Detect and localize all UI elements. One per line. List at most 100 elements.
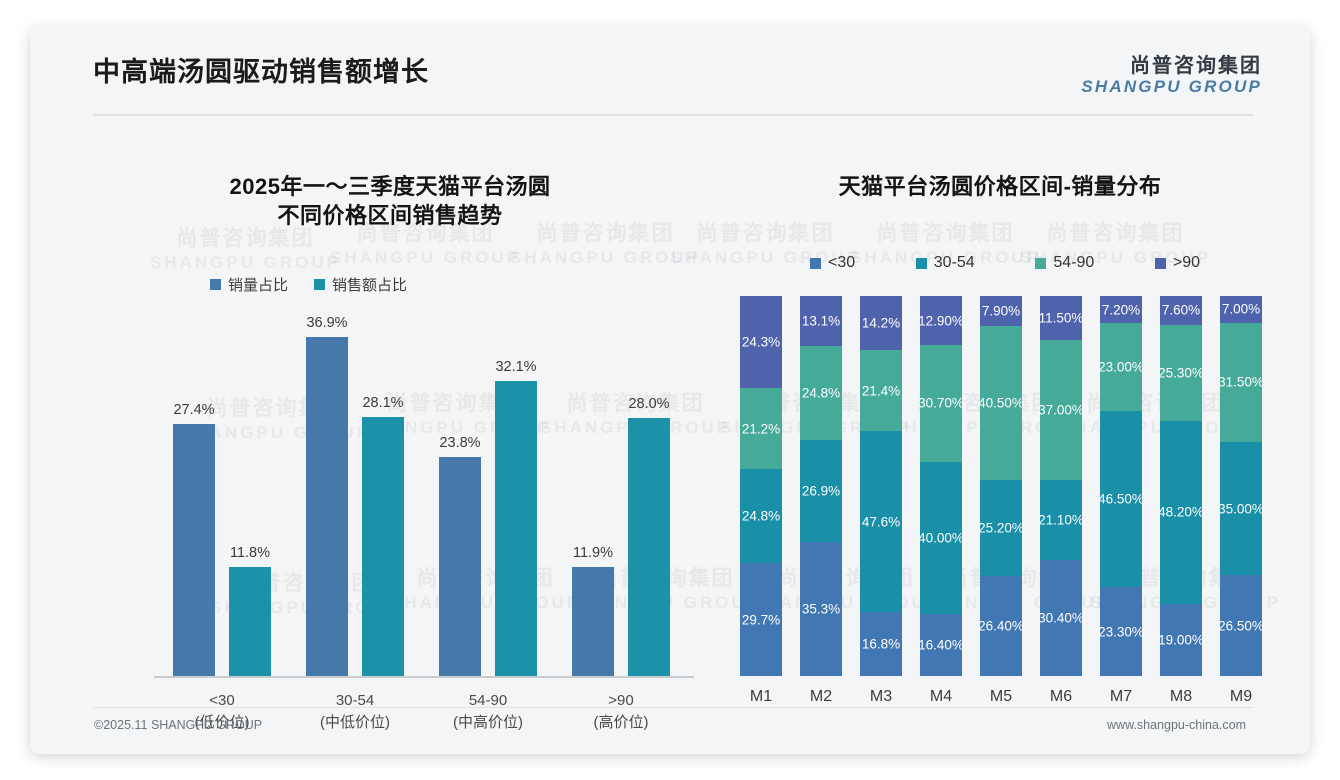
stack-segment[interactable]: 25.20%: [978, 479, 1024, 576]
stack-segment[interactable]: 30.40%: [1038, 560, 1084, 676]
bar-rect[interactable]: [572, 566, 614, 676]
stack-segment[interactable]: 48.20%: [1158, 420, 1204, 604]
stack-segment[interactable]: 46.50%: [1098, 410, 1144, 588]
stacked-bar-column[interactable]: 7.60% 25.30% 48.20% 19.00%: [1158, 296, 1204, 676]
stack-segment[interactable]: 35.00%: [1218, 442, 1264, 576]
left-chart-x-axis-line: [154, 676, 694, 678]
x-tick-sub: (低价位): [194, 713, 250, 731]
stack-segment[interactable]: 21.2%: [740, 388, 782, 469]
stack-segment[interactable]: 40.00%: [918, 461, 964, 614]
bar-column[interactable]: 36.9%: [306, 308, 348, 676]
stack-segment[interactable]: 13.1%: [800, 296, 842, 346]
stacked-bar-column[interactable]: 24.3% 21.2% 24.8% 29.7%: [740, 296, 782, 676]
bar-rect[interactable]: [439, 457, 481, 676]
logo-chinese-text: 尚普咨询集团: [1130, 55, 1262, 77]
stack-segment[interactable]: 11.50%: [1039, 296, 1083, 340]
stack-segment-label: 25.30%: [1158, 365, 1204, 381]
legend-item-right-2[interactable]: 54-90: [1035, 254, 1094, 272]
legend-item-left-0[interactable]: 销量占比: [210, 274, 288, 295]
stack-segment-label: 24.8%: [741, 508, 781, 524]
stack-segment[interactable]: 30.70%: [918, 345, 964, 462]
stacked-bar-column[interactable]: 14.2% 21.4% 47.6% 16.8%: [860, 296, 902, 676]
bar-rect[interactable]: [495, 380, 537, 676]
legend-item-right-1[interactable]: 30-54: [915, 254, 975, 272]
bar-rect[interactable]: [306, 336, 348, 676]
right-chart-plot-area: 24.3% 21.2% 24.8% 29.7% 13.1% 24.8% 26.9% 35.3%…: [726, 296, 1274, 676]
x-tick-sub: (高价位): [593, 713, 649, 731]
x-axis-tick-label: M7: [1109, 688, 1133, 705]
x-axis-tick-label: M8: [1169, 688, 1193, 705]
stacked-bar-column[interactable]: 7.90% 40.50% 25.20% 26.40%: [978, 296, 1024, 676]
stack-segment[interactable]: 23.00%: [1098, 323, 1144, 411]
stack-segment[interactable]: 35.3%: [800, 542, 842, 676]
stack-segment[interactable]: 7.90%: [980, 296, 1022, 327]
stacked-bar-column[interactable]: 7.20% 23.00% 46.50% 23.30%: [1098, 296, 1144, 676]
bar-rect[interactable]: [362, 417, 404, 676]
stack-segment[interactable]: 24.3%: [740, 296, 782, 389]
legend-item-right-0[interactable]: <30: [810, 254, 855, 272]
stacked-bar-column[interactable]: 12.90% 30.70% 40.00% 16.40%: [918, 296, 964, 676]
bar-column[interactable]: 11.8%: [229, 308, 271, 676]
stack-segment-label: 21.2%: [741, 421, 781, 437]
bar-column[interactable]: 27.4%: [173, 308, 215, 676]
stack-segment[interactable]: 26.50%: [1218, 575, 1264, 676]
bar-value-label: 27.4%: [173, 401, 215, 418]
stack-segment[interactable]: 40.50%: [978, 326, 1024, 480]
stack-segment[interactable]: 23.30%: [1098, 587, 1144, 676]
stack-segment[interactable]: 7.60%: [1160, 296, 1202, 325]
stack-segment[interactable]: 21.10%: [1038, 480, 1084, 561]
bar-column[interactable]: 28.1%: [362, 308, 404, 676]
bar-value-label: 28.0%: [628, 396, 670, 413]
stacked-bar-column[interactable]: 11.50% 37.00% 21.10% 30.40%: [1038, 296, 1084, 676]
x-tick-main: >90: [608, 692, 634, 709]
bar-rect[interactable]: [628, 418, 670, 676]
stack-segment[interactable]: 26.40%: [978, 575, 1024, 676]
stack-segment[interactable]: 16.8%: [860, 612, 902, 676]
x-axis-tick-label: <30 (低价位): [152, 690, 292, 734]
stack-segment[interactable]: 24.8%: [800, 345, 842, 440]
page-title: 中高端汤圆驱动销售额增长: [93, 57, 429, 87]
bar-column[interactable]: 11.9%: [572, 308, 614, 676]
stack-segment[interactable]: 24.8%: [740, 468, 782, 564]
x-axis-tick-label: 30-54 (中低价位): [285, 690, 425, 734]
stack-segment-label: 26.50%: [1218, 618, 1264, 634]
stack-segment[interactable]: 25.30%: [1158, 324, 1204, 421]
stack-segment-label: 26.9%: [801, 483, 841, 499]
footer-divider: [93, 707, 1253, 708]
stacked-bar-column[interactable]: 13.1% 24.8% 26.9% 35.3%: [800, 296, 842, 676]
legend-swatch-icon: [210, 279, 221, 290]
stack-segment-label: 16.40%: [918, 637, 964, 653]
stack-segment-label: 24.8%: [801, 385, 841, 401]
legend-swatch-icon: [915, 257, 927, 269]
bar-column[interactable]: 23.8%: [439, 308, 481, 676]
stack-segment[interactable]: 12.90%: [918, 296, 964, 346]
stack-segment[interactable]: 47.6%: [860, 431, 902, 613]
bar-group: 36.9% 28.1%: [297, 308, 413, 676]
stack-segment[interactable]: 19.00%: [1158, 603, 1204, 676]
stack-segment-label: 40.50%: [978, 395, 1024, 411]
left-chart-legend: 销量占比 销售额占比: [210, 274, 407, 295]
stack-segment[interactable]: 26.9%: [800, 439, 842, 542]
stack-segment[interactable]: 7.00%: [1220, 296, 1262, 323]
legend-item-left-1[interactable]: 销售额占比: [314, 274, 407, 295]
stack-segment[interactable]: 7.20%: [1100, 296, 1142, 324]
stack-segment[interactable]: 37.00%: [1038, 339, 1084, 481]
stack-segment[interactable]: 31.50%: [1218, 322, 1264, 443]
stack-segment[interactable]: 29.7%: [740, 563, 782, 676]
slide-header: 中高端汤圆驱动销售额增长 尚普咨询集团 SHANGPU GROUP: [30, 26, 1310, 122]
legend-label: 销售额占比: [332, 277, 408, 294]
bar-group: 11.9% 28.0%: [563, 308, 679, 676]
right-chart-title: 天猫平台汤圆价格区间-销量分布: [838, 174, 1162, 199]
legend-item-right-3[interactable]: >90: [1154, 254, 1200, 272]
stack-segment[interactable]: 14.2%: [860, 296, 902, 350]
stack-segment-label: 31.50%: [1218, 374, 1264, 390]
bar-column[interactable]: 28.0%: [628, 308, 670, 676]
stacked-bar-column[interactable]: 7.00% 31.50% 35.00% 26.50%: [1218, 296, 1264, 676]
bar-value-label: 32.1%: [495, 358, 537, 375]
bar-rect[interactable]: [229, 567, 271, 676]
stack-segment[interactable]: 21.4%: [860, 349, 902, 432]
stack-segment[interactable]: 16.40%: [918, 613, 964, 676]
x-tick-main: <30: [209, 692, 235, 709]
bar-rect[interactable]: [173, 423, 215, 676]
bar-column[interactable]: 32.1%: [495, 308, 537, 676]
